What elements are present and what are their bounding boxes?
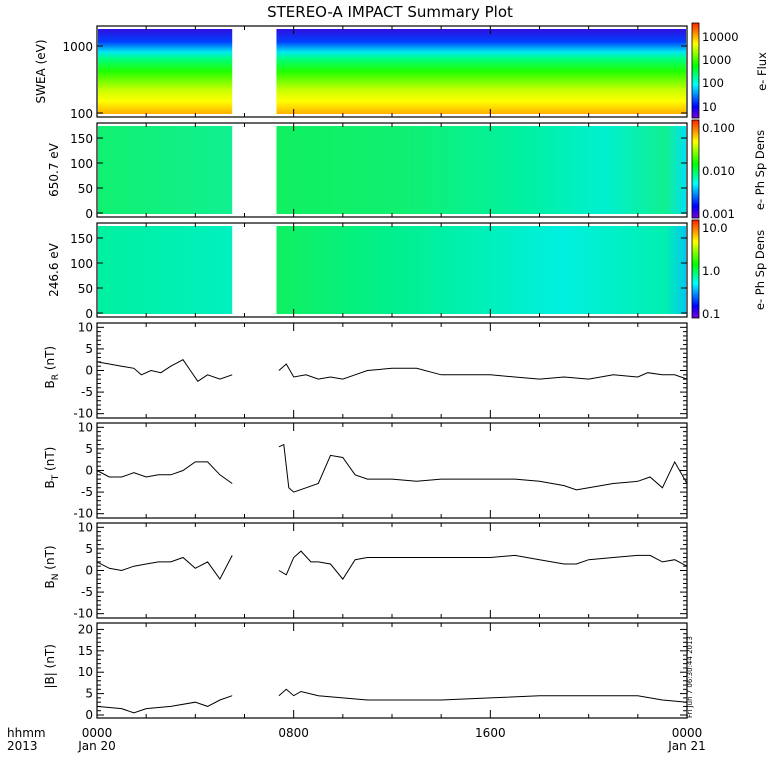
y-tick-label: 10 <box>78 665 93 679</box>
y-tick-label: 0 <box>85 364 93 378</box>
y-tick-label: 0 <box>85 564 93 578</box>
y-tick-label: 0 <box>85 307 93 321</box>
y-tick-label: 50 <box>78 182 93 196</box>
panel-frame <box>96 422 688 519</box>
colorbar-tick-label: 0.1 <box>702 307 720 321</box>
x-axis-left-label: hhmm <box>7 726 46 740</box>
y-tick-label: 5 <box>85 687 93 701</box>
colorbar-label: e- Ph Sp Dens <box>753 130 767 210</box>
panel-pad650: 150 100 50 0 650.7 eV 0.100 0.010 0.001 e- Ph Sp… <box>47 119 767 221</box>
x-tick-date: Jan 21 <box>667 739 706 753</box>
panel-swea: 1000 100 SWEA (eV) 10000 1000 100 10 e- Flux <box>34 22 769 121</box>
y-tick-label: 150 <box>70 232 93 246</box>
colorbar <box>691 22 700 119</box>
y-tick-label: 50 <box>78 282 93 296</box>
colorbar-tick-label: 0.100 <box>702 121 735 135</box>
colorbar-tick-label: 0.001 <box>702 207 735 221</box>
y-axis-label: BT (nT) <box>43 447 61 489</box>
spectrogram-segment <box>98 29 233 114</box>
y-tick-label: 5 <box>85 442 93 456</box>
timestamp: Fri Jun 7 06:30:44 2013 <box>686 636 694 718</box>
y-tick-label: 100 <box>70 157 93 171</box>
series-line-br <box>96 359 688 382</box>
colorbar-tick-label: 10.0 <box>702 221 728 235</box>
y-tick-label: 5 <box>85 542 93 556</box>
y-axis-label: BR (nT) <box>43 346 61 389</box>
colorbar-tick-label: 10 <box>702 100 717 114</box>
panel-bmag: 20 15 10 5 0 |B| (nT) <box>43 622 688 722</box>
y-tick-label: 10 <box>78 520 93 534</box>
colorbar-tick-label: 100 <box>702 76 724 90</box>
y-tick-label: 100 <box>70 107 93 121</box>
y-tick-label: 15 <box>78 644 93 658</box>
x-tick-label: 1600 <box>475 726 506 740</box>
y-axis-label: BN (nT) <box>43 545 61 588</box>
y-tick-label: 0 <box>85 464 93 478</box>
panel-frame <box>96 522 688 619</box>
spectrogram-segment <box>98 126 233 214</box>
colorbar-label: e- Ph Sp Dens <box>753 230 767 310</box>
y-axis-label: |B| (nT) <box>43 644 57 688</box>
panel-bn: 10 5 0 -5 -10 BN (nT) <box>43 520 688 621</box>
y-tick-label: 1000 <box>62 40 93 54</box>
spectrogram-segment <box>276 29 686 114</box>
y-tick-label: 100 <box>70 257 93 271</box>
y-tick-label: -5 <box>81 585 93 599</box>
y-axis-label: 650.7 eV <box>47 142 61 197</box>
y-tick-label: -5 <box>81 485 93 499</box>
y-axis-label: 246.6 eV <box>47 242 61 297</box>
panel-bt: 10 5 0 -5 -10 BT (nT) <box>43 420 688 521</box>
y-axis-label: SWEA (eV) <box>34 39 48 103</box>
colorbar-tick-label: 0.010 <box>702 164 735 178</box>
spectrogram-segment <box>98 226 233 314</box>
spectrogram-segment <box>276 226 686 314</box>
y-tick-label: -10 <box>73 507 93 521</box>
y-tick-label: 5 <box>85 342 93 356</box>
y-tick-label: -5 <box>81 385 93 399</box>
colorbar <box>691 119 700 219</box>
x-tick-date: Jan 20 <box>77 739 116 753</box>
x-tick-label: 0800 <box>278 726 309 740</box>
y-tick-label: 10 <box>78 320 93 334</box>
panel-frame <box>96 322 688 419</box>
y-tick-label: 0 <box>85 708 93 722</box>
x-tick-label: 0000 <box>672 726 703 740</box>
x-tick-label: 0000 <box>82 726 113 740</box>
series-line-bt <box>96 443 688 493</box>
colorbar-tick-label: 10000 <box>702 30 739 44</box>
y-tick-label: 150 <box>70 132 93 146</box>
colorbar <box>691 219 700 319</box>
y-tick-label: 10 <box>78 420 93 434</box>
y-tick-label: 0 <box>85 207 93 221</box>
plot-title: STEREO-A IMPACT Summary Plot <box>267 3 513 21</box>
y-tick-label: -10 <box>73 607 93 621</box>
y-tick-label: -10 <box>73 407 93 421</box>
y-tick-label: 20 <box>78 622 93 636</box>
series-line-bn <box>96 550 688 581</box>
panel-pad246: 150 100 50 0 246.6 eV 10.0 1.0 0.1 e- Ph Sp Dens <box>47 219 767 321</box>
panel-br: 10 5 0 -5 -10 BR (nT) <box>43 320 688 421</box>
colorbar-tick-label: 1000 <box>702 53 731 67</box>
x-axis-left-label: 2013 <box>7 739 38 753</box>
spectrogram-segment <box>276 126 686 214</box>
series-line-bmag <box>96 688 688 714</box>
colorbar-label: e- Flux <box>755 52 769 91</box>
colorbar-tick-label: 1.0 <box>702 264 720 278</box>
